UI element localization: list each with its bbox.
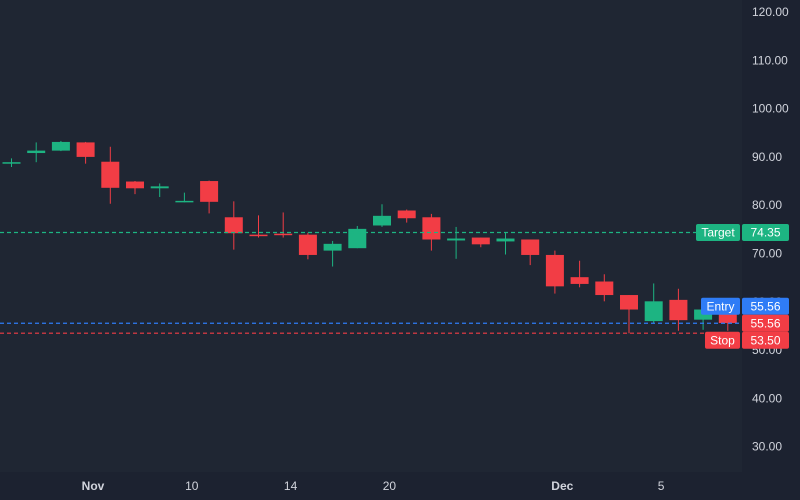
- candle-body: [126, 181, 144, 189]
- candle-body: [348, 228, 367, 249]
- candle[interactable]: [373, 204, 391, 227]
- candle-body: [249, 234, 268, 237]
- candle[interactable]: [274, 212, 293, 238]
- candle-body: [76, 142, 95, 157]
- entry-label-tag: Entry: [701, 297, 740, 315]
- plot-area[interactable]: [0, 0, 742, 472]
- candle-body: [545, 254, 564, 287]
- candle[interactable]: [2, 158, 21, 168]
- candle-body: [397, 210, 416, 219]
- candle-body: [27, 150, 46, 154]
- candle-body: [51, 141, 70, 151]
- candle-body: [718, 313, 737, 324]
- price-tags: Target 74.35 Entry 55.56 55.56 Stop 53.50: [696, 223, 789, 349]
- candle[interactable]: [150, 183, 169, 197]
- price-tick-label: 30.00: [752, 440, 782, 454]
- candle[interactable]: [570, 260, 589, 288]
- candle-body: [224, 217, 243, 234]
- price-tick-label: 80.00: [752, 198, 782, 212]
- candle-body: [175, 200, 194, 203]
- candle-body: [669, 299, 688, 321]
- candle[interactable]: [595, 274, 614, 302]
- candle[interactable]: [27, 142, 46, 163]
- price-tick-label: 100.00: [752, 102, 789, 116]
- last-price-tag: 55.56: [742, 314, 789, 332]
- price-tick-label: 110.00: [752, 53, 788, 67]
- candle[interactable]: [669, 288, 688, 331]
- candle-body: [644, 301, 663, 322]
- candle[interactable]: [471, 237, 490, 248]
- price-tick-label: 120.00: [752, 5, 789, 19]
- candle-body: [274, 233, 293, 236]
- candle[interactable]: [397, 209, 416, 223]
- candle[interactable]: [126, 181, 144, 195]
- stop-price-tag: 53.50: [742, 331, 789, 349]
- candles: [2, 140, 737, 334]
- candle-body: [2, 162, 21, 164]
- price-tick-label: 90.00: [752, 150, 782, 164]
- price-tick-label: 70.00: [752, 247, 782, 261]
- time-tick-label: 14: [284, 479, 298, 493]
- time-tick-label: 20: [383, 479, 397, 493]
- candle[interactable]: [200, 180, 219, 214]
- time-tick-label: 10: [185, 479, 199, 493]
- candle[interactable]: [249, 215, 268, 238]
- candle-body: [496, 238, 515, 242]
- candle-body: [422, 217, 441, 240]
- candle[interactable]: [51, 140, 70, 152]
- target-price-tag-text: 74.35: [750, 226, 780, 240]
- candle-body: [298, 234, 317, 255]
- stop-price-tag-text: 53.50: [750, 333, 780, 347]
- candle[interactable]: [76, 141, 95, 164]
- last-price-tag-text: 55.56: [750, 316, 780, 330]
- target-label-tag: Target: [696, 223, 740, 241]
- stop-label-tag-text: Stop: [710, 333, 735, 347]
- candle-body: [595, 281, 614, 296]
- time-tick-label: 5: [658, 479, 665, 493]
- candle[interactable]: [521, 239, 540, 266]
- candle[interactable]: [101, 146, 120, 204]
- level-lines: [0, 231, 742, 334]
- target-price-tag: 74.35: [742, 223, 789, 241]
- candle[interactable]: [422, 213, 441, 251]
- candle[interactable]: [224, 201, 243, 250]
- stop-price-tag-background: [742, 331, 789, 349]
- candle-body: [101, 161, 120, 188]
- candle-body: [620, 295, 638, 310]
- candle[interactable]: [620, 295, 638, 334]
- time-tick-label: Nov: [82, 479, 105, 493]
- candle-body: [521, 239, 540, 255]
- time-tick-label: Dec: [551, 479, 573, 493]
- candle-body: [323, 243, 342, 251]
- candle[interactable]: [496, 232, 515, 255]
- target-price-tag-background: [742, 223, 789, 241]
- candle[interactable]: [323, 240, 342, 267]
- candle-body: [570, 277, 589, 284]
- candle-body: [150, 186, 169, 189]
- stop-label-tag-background: [705, 331, 740, 349]
- candle[interactable]: [175, 192, 194, 203]
- candle-body: [200, 181, 219, 202]
- candle[interactable]: [348, 225, 367, 249]
- time-axis: Nov 10 14 20 Dec 5: [82, 479, 665, 493]
- last-price-tag-background: [742, 314, 789, 332]
- entry-label-tag-text: Entry: [706, 299, 734, 313]
- entry-label-tag-background: [701, 297, 740, 315]
- candle[interactable]: [545, 250, 564, 294]
- time-axis-panel[interactable]: [0, 472, 800, 500]
- entry-price-tag-background: [742, 297, 789, 315]
- entry-price-tag-text: 55.56: [750, 299, 780, 313]
- candle-body: [373, 215, 391, 226]
- candle-body: [471, 237, 490, 245]
- entry-price-tag: 55.56: [742, 297, 789, 315]
- target-label-tag-background: [696, 223, 740, 241]
- candle[interactable]: [298, 232, 317, 260]
- target-label-tag-text: Target: [701, 226, 735, 240]
- candle-body: [447, 238, 466, 241]
- stop-label-tag: Stop: [705, 331, 740, 349]
- candle[interactable]: [644, 283, 663, 324]
- price-tick-label: 40.00: [752, 391, 782, 405]
